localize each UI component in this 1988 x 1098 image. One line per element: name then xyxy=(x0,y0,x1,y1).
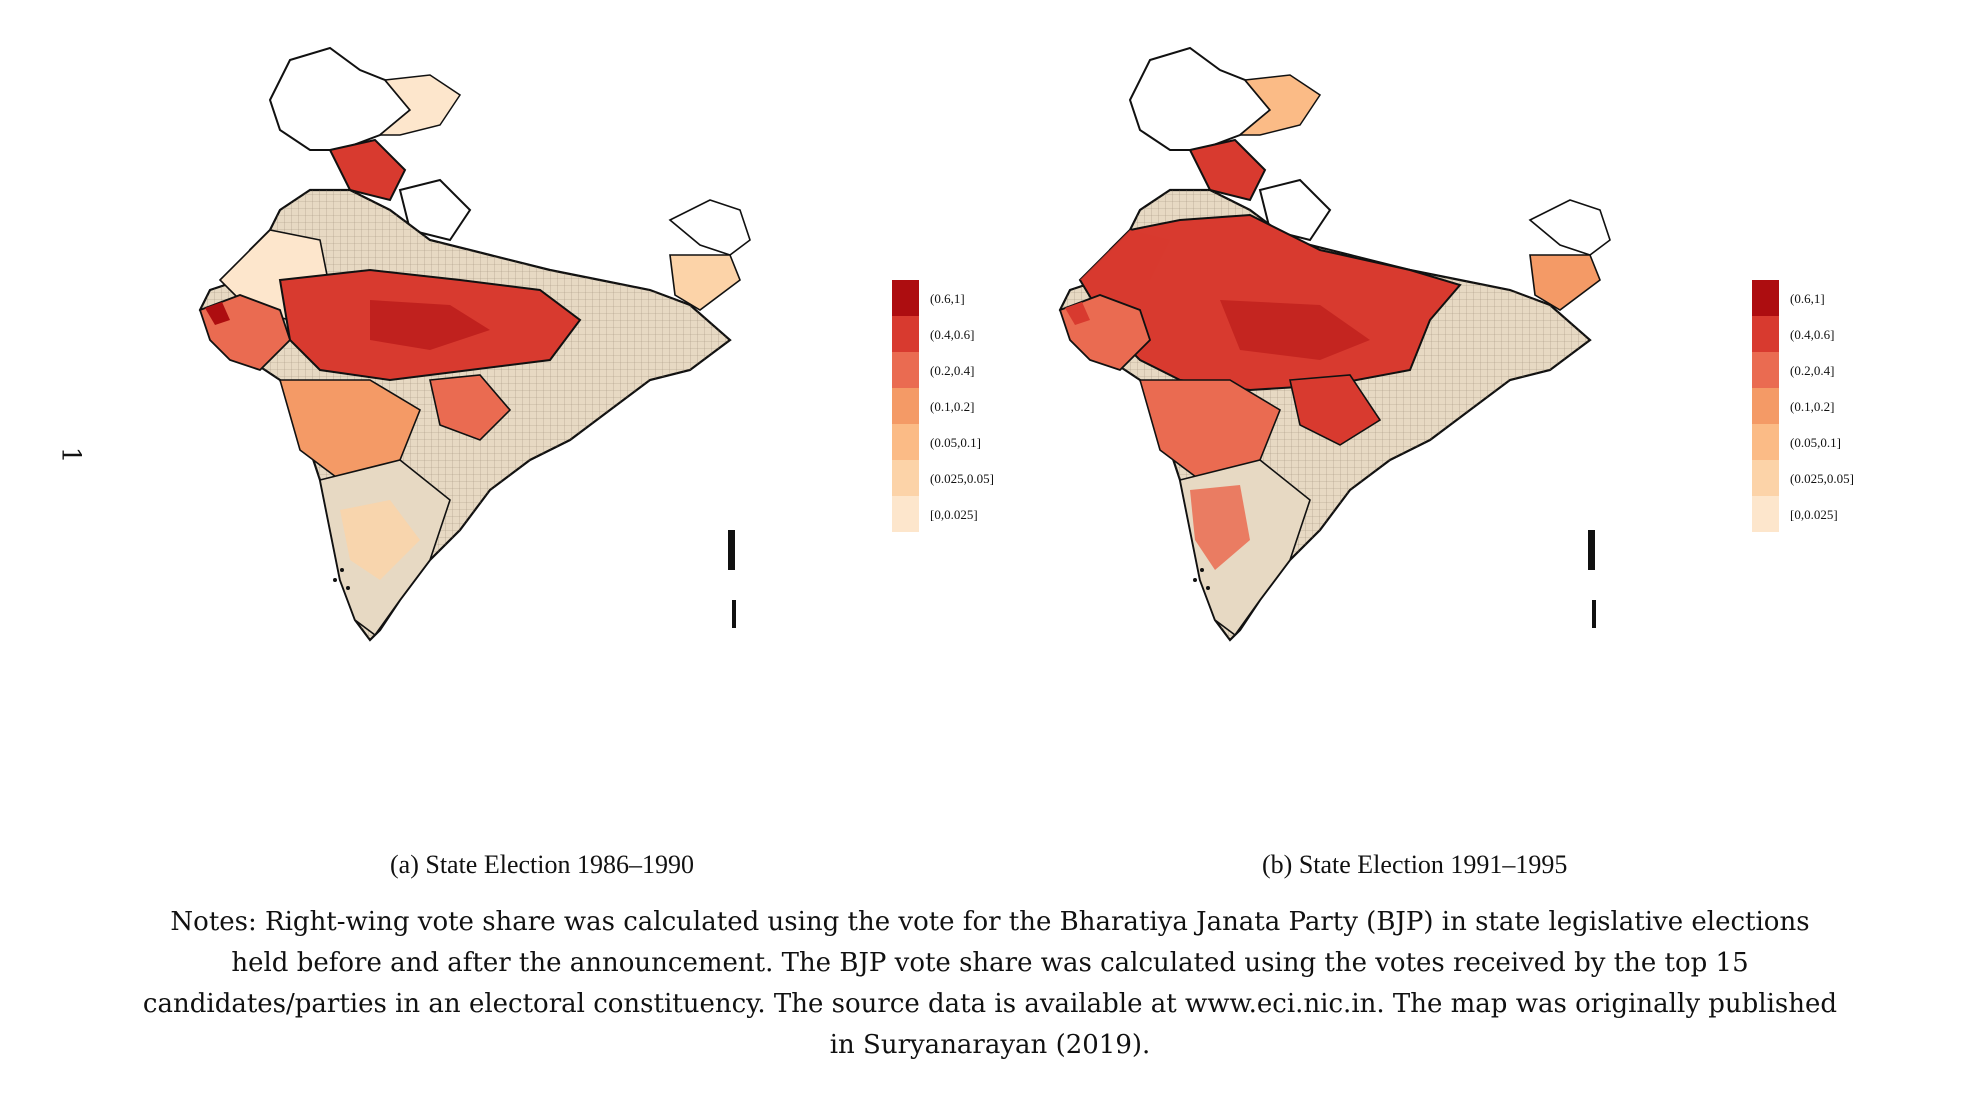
ladakh-region xyxy=(377,74,462,136)
legend-label: [0,0.025] xyxy=(930,507,978,522)
legend-swatch xyxy=(1752,280,1779,316)
himachal-region xyxy=(328,138,407,202)
caption-b: (b) State Election 1991–1995 xyxy=(1262,850,1568,879)
legend-swatch xyxy=(1752,316,1779,352)
east-patch-region xyxy=(429,374,512,441)
andaman-islands xyxy=(728,530,735,570)
legend-swatch xyxy=(892,496,919,532)
legend-swatch xyxy=(1752,388,1779,424)
india-map-b xyxy=(1058,46,1611,642)
legend-swatch xyxy=(892,388,919,424)
lakshadweep-islands xyxy=(333,578,337,582)
legend-label: (0.05,0.1] xyxy=(930,435,981,450)
legend-label: [0,0.025] xyxy=(1790,507,1838,522)
northeast-region xyxy=(668,199,751,256)
legend-swatch xyxy=(1752,496,1779,532)
map-panel-a: (0.6,1] (0.4,0.6] (0.2,0.4] (0.1,0.2] (0.05,… xyxy=(130,40,1090,800)
legend-label: (0.05,0.1] xyxy=(1790,435,1841,450)
legend-swatch xyxy=(892,316,919,352)
legend-label: (0.1,0.2] xyxy=(1790,399,1835,414)
legend-label: (0.4,0.6] xyxy=(1790,327,1835,342)
legend-label: (0.2,0.4] xyxy=(1790,363,1835,378)
legend-label: (0.1,0.2] xyxy=(930,399,975,414)
legend-swatch xyxy=(1752,460,1779,496)
page-number: 1 xyxy=(55,446,86,464)
figure-notes: Notes: Right-wing vote share was calcula… xyxy=(142,907,1838,1060)
legend-label: (0.6,1] xyxy=(930,291,965,306)
legend-swatch xyxy=(1752,424,1779,460)
legend-swatch xyxy=(892,460,919,496)
legend-label: (0.6,1] xyxy=(1790,291,1825,306)
legend-swatch xyxy=(1752,352,1779,388)
legend-label: (0.2,0.4] xyxy=(930,363,975,378)
assam-region xyxy=(669,254,741,311)
legend-swatch xyxy=(892,352,919,388)
legend-label: (0.4,0.6] xyxy=(930,327,975,342)
caption-a: (a) State Election 1986–1990 xyxy=(390,850,694,879)
legend-swatch xyxy=(892,280,919,316)
legend-label: (0.025,0.05] xyxy=(1790,471,1854,486)
legend-swatch xyxy=(892,424,919,460)
map-panel-b: (0.6,1] (0.4,0.6] (0.2,0.4] (0.1,0.2] (0.05,… xyxy=(990,40,1950,800)
india-map-a xyxy=(198,46,751,642)
legend-label: (0.025,0.05] xyxy=(930,471,994,486)
